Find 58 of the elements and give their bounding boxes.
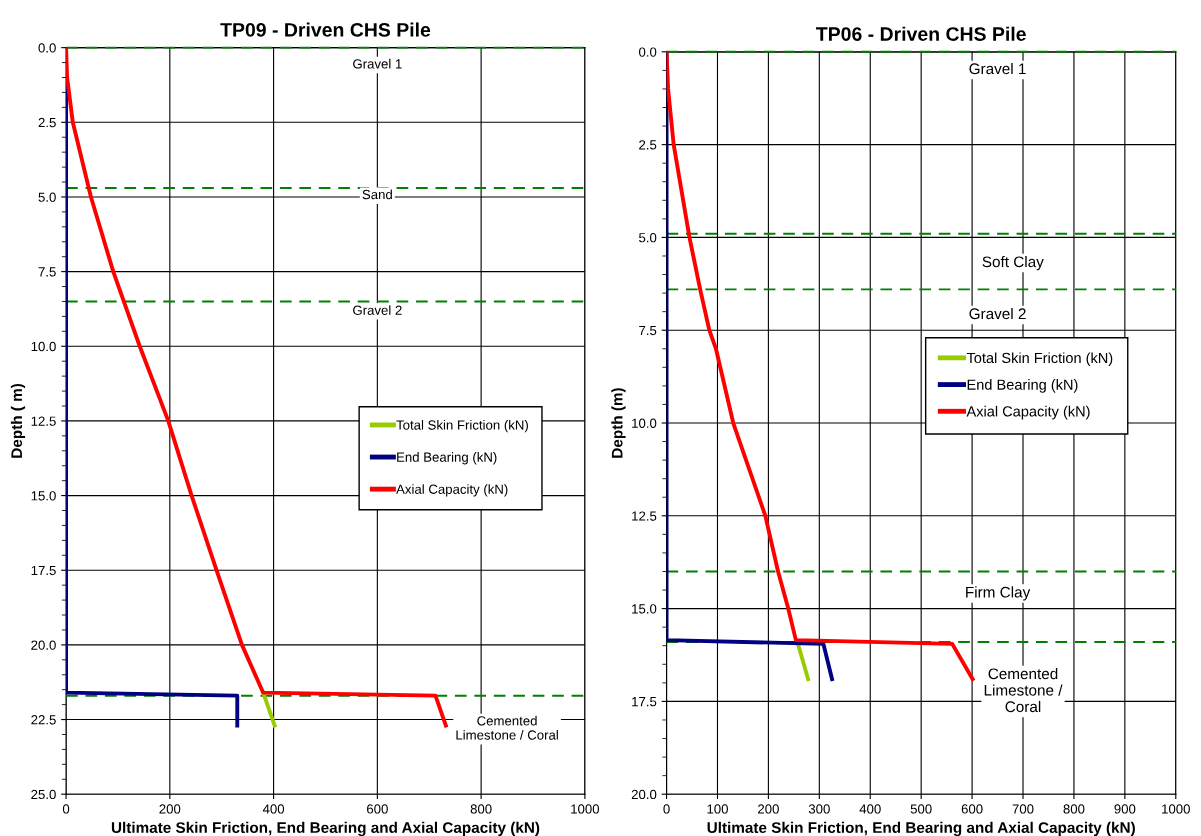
y-tick-label: 20.0	[31, 640, 56, 650]
y-tick-label: 0.0	[38, 43, 56, 53]
legend-label: End Bearing (kN)	[397, 452, 497, 465]
annotation: Sand	[362, 189, 392, 200]
x-tick-label: 400	[262, 804, 285, 814]
x-tick-label: 800	[1063, 804, 1085, 814]
annotation: Firm Clay	[966, 586, 1031, 601]
legend-label: Axial Capacity (kN)	[966, 405, 1090, 420]
y-tick-label: 22.5	[31, 715, 56, 725]
x-tick-label: 800	[470, 804, 492, 814]
x-tick-label: 400	[859, 804, 881, 814]
y-tick-label: 15.0	[632, 604, 657, 614]
legend-label: Axial Capacity (kN)	[396, 484, 508, 497]
y-tick-label: 10.0	[632, 418, 657, 428]
y-tick-label: 10.0	[31, 341, 56, 352]
y-tick-label: 7.5	[38, 267, 56, 277]
x-tick-label: 1000	[1162, 804, 1190, 814]
y-tick-label: 25.0	[31, 789, 56, 800]
annotation: Cemented Limestone / Coral	[456, 715, 558, 740]
x-axis-title: Ultimate Skin Friction, End Bearing and Axial Capacity (kN)	[707, 821, 1135, 836]
x-tick-label: 700	[1012, 804, 1034, 814]
annotation: Gravel 2	[969, 307, 1026, 320]
x-tick-label: 900	[1114, 804, 1136, 814]
annotation: Gravel 2	[353, 305, 402, 315]
y-tick-label: 20.0	[631, 789, 657, 800]
y-axis-title: Depth (m)	[611, 388, 626, 458]
y-axis-title: Depth ( m)	[10, 383, 26, 458]
x-tick-label: 100	[707, 804, 728, 814]
chart-title: TP06 - Driven CHS Pile	[816, 26, 1026, 41]
y-tick-label: 0.0	[639, 47, 657, 57]
annotation: Cemented Limestone / Coral	[984, 668, 1063, 713]
y-tick-label: 12.5	[632, 511, 657, 521]
y-tick-label: 5.0	[38, 192, 56, 202]
legend-label: End Bearing (kN)	[967, 379, 1078, 393]
annotation: Gravel 1	[969, 62, 1026, 75]
chart-title: TP09 - Driven CHS Pile	[220, 22, 431, 37]
x-tick-label: 1000	[571, 804, 600, 814]
x-tick-label: 500	[910, 804, 932, 814]
y-tick-label: 17.5	[632, 697, 657, 707]
y-tick-label: 2.5	[38, 117, 56, 128]
y-tick-label: 2.5	[639, 140, 657, 150]
x-tick-label: 200	[758, 804, 779, 814]
x-tick-label: 300	[808, 804, 830, 814]
x-tick-label: 600	[961, 804, 983, 814]
x-tick-label: 0	[62, 804, 70, 814]
y-tick-label: 12.5	[31, 416, 56, 426]
x-tick-label: 0	[663, 804, 670, 814]
legend-label: Total Skin Friction (kN)	[396, 420, 528, 433]
x-axis-title: Ultimate Skin Friction, End Bearing and Axial Capacity (kN)	[111, 821, 540, 836]
x-tick-label: 200	[159, 804, 181, 814]
y-tick-label: 7.5	[639, 325, 657, 336]
annotation: Soft Clay	[982, 255, 1044, 271]
y-tick-label: 17.5	[31, 565, 56, 576]
annotation: Gravel 1	[353, 58, 402, 69]
legend-label: Total Skin Friction (kN)	[966, 352, 1113, 366]
y-tick-label: 5.0	[639, 232, 657, 243]
x-tick-label: 600	[367, 804, 388, 814]
y-tick-label: 15.0	[31, 491, 56, 501]
